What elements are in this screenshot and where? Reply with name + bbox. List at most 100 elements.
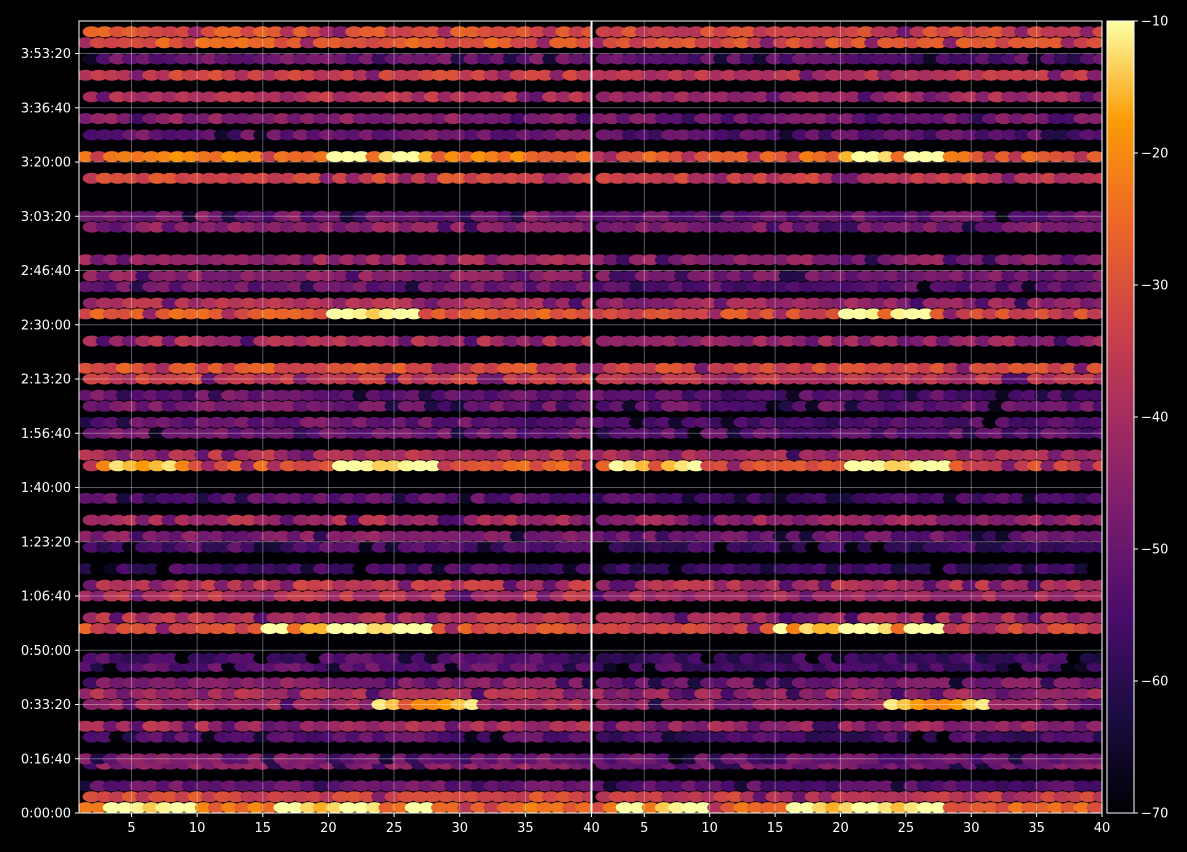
- hex-cell: [1060, 37, 1079, 49]
- hex-cell: [378, 563, 397, 575]
- hex-cell: [562, 362, 581, 374]
- hex-cell: [568, 579, 587, 591]
- hex-cell: [621, 460, 640, 472]
- hex-cell: [174, 129, 193, 141]
- hex-cell: [752, 579, 771, 591]
- hex-cell: [82, 514, 101, 526]
- hex-cell: [207, 281, 226, 293]
- hex-cell: [286, 113, 305, 125]
- hex-cell: [437, 460, 455, 472]
- hex-cell: [89, 802, 108, 813]
- hex-cell: [207, 623, 226, 635]
- hex-cell: [634, 172, 653, 184]
- hex-cell: [739, 579, 758, 591]
- hex-cell: [851, 563, 870, 575]
- hex-cell: [234, 530, 253, 542]
- hex-cell: [187, 677, 206, 689]
- hex-cell: [608, 297, 627, 309]
- hex-cell: [1040, 514, 1059, 526]
- hex-cell: [476, 652, 495, 664]
- hex-cell: [634, 297, 653, 309]
- hex-cell: [286, 69, 305, 81]
- hex-cell: [1060, 151, 1079, 163]
- hex-cell: [1060, 389, 1079, 401]
- hex-cell: [121, 791, 140, 803]
- hex-cell: [615, 720, 634, 732]
- hex-cell: [595, 53, 614, 65]
- hex-cell: [227, 612, 245, 624]
- hex-cell: [391, 37, 410, 49]
- hex-cell: [981, 281, 1000, 293]
- hex-cell: [948, 514, 967, 526]
- hex-cell: [476, 221, 495, 233]
- hex-cell: [82, 427, 101, 439]
- hex-cell: [444, 688, 463, 700]
- hex-cell: [562, 802, 581, 813]
- hex-cell: [575, 492, 591, 504]
- hex-cell: [108, 427, 127, 439]
- hex-cell: [628, 780, 647, 792]
- hex-cell: [1008, 449, 1026, 461]
- hex-cell: [811, 688, 830, 700]
- hex-cell: [95, 53, 114, 65]
- hex-cell: [555, 791, 574, 803]
- hex-cell: [463, 652, 482, 664]
- hex-cell: [1008, 151, 1026, 163]
- hex-cell: [909, 612, 928, 624]
- hex-cell: [1014, 652, 1032, 664]
- hex-cell: [1079, 129, 1098, 141]
- hex-cell: [987, 91, 1006, 103]
- hex-cell: [240, 460, 259, 472]
- hex-cell: [916, 492, 935, 504]
- hex-cell: [121, 172, 140, 184]
- hex-cell: [549, 308, 568, 320]
- hex-cell: [948, 612, 967, 624]
- hex-cell: [602, 389, 621, 401]
- hex-cell: [968, 720, 987, 732]
- hex-cell: [765, 373, 784, 385]
- hex-cell: [89, 37, 108, 49]
- hex-cell: [961, 53, 980, 65]
- hex-cell: [1066, 373, 1085, 385]
- hex-cell: [345, 460, 364, 472]
- hex-cell: [595, 297, 614, 309]
- hex-cell: [89, 308, 108, 320]
- hex-cell: [371, 731, 390, 743]
- hex-cell: [1079, 731, 1098, 743]
- hex-cell: [778, 579, 797, 591]
- hex-cell: [522, 492, 541, 504]
- hex-cell: [221, 151, 239, 163]
- hex-cell: [602, 563, 621, 575]
- hex-cell: [279, 652, 298, 664]
- colorbar-tick-label: −30: [1141, 279, 1168, 294]
- hex-cell: [326, 308, 344, 320]
- hex-cell: [168, 113, 187, 125]
- hex-cell: [994, 753, 1013, 765]
- hex-cell: [444, 210, 463, 222]
- hex-cell: [1034, 720, 1053, 732]
- hex-cell: [266, 221, 285, 233]
- hex-cell: [79, 151, 95, 163]
- hex-cell: [279, 335, 298, 347]
- hex-cell: [234, 563, 253, 575]
- hex-cell: [830, 541, 849, 553]
- hex-cell: [1027, 91, 1046, 103]
- hex-cell: [522, 720, 541, 732]
- hex-cell: [765, 731, 784, 743]
- hex-cell: [647, 270, 666, 282]
- hex-cell: [1000, 129, 1019, 141]
- hex-cell: [948, 791, 967, 803]
- hex-cell: [489, 791, 508, 803]
- hex-cell: [1014, 270, 1032, 282]
- hex-cell: [450, 335, 469, 347]
- hex-cell: [713, 731, 732, 743]
- hex-cell: [450, 514, 469, 526]
- hex-cell: [798, 113, 817, 125]
- hex-cell: [161, 677, 180, 689]
- hex-cell: [1034, 362, 1053, 374]
- hex-cell: [791, 172, 810, 184]
- hex-cell: [200, 460, 219, 472]
- hex-cell: [450, 427, 469, 439]
- hex-cell: [592, 802, 608, 813]
- hex-cell: [1066, 791, 1085, 803]
